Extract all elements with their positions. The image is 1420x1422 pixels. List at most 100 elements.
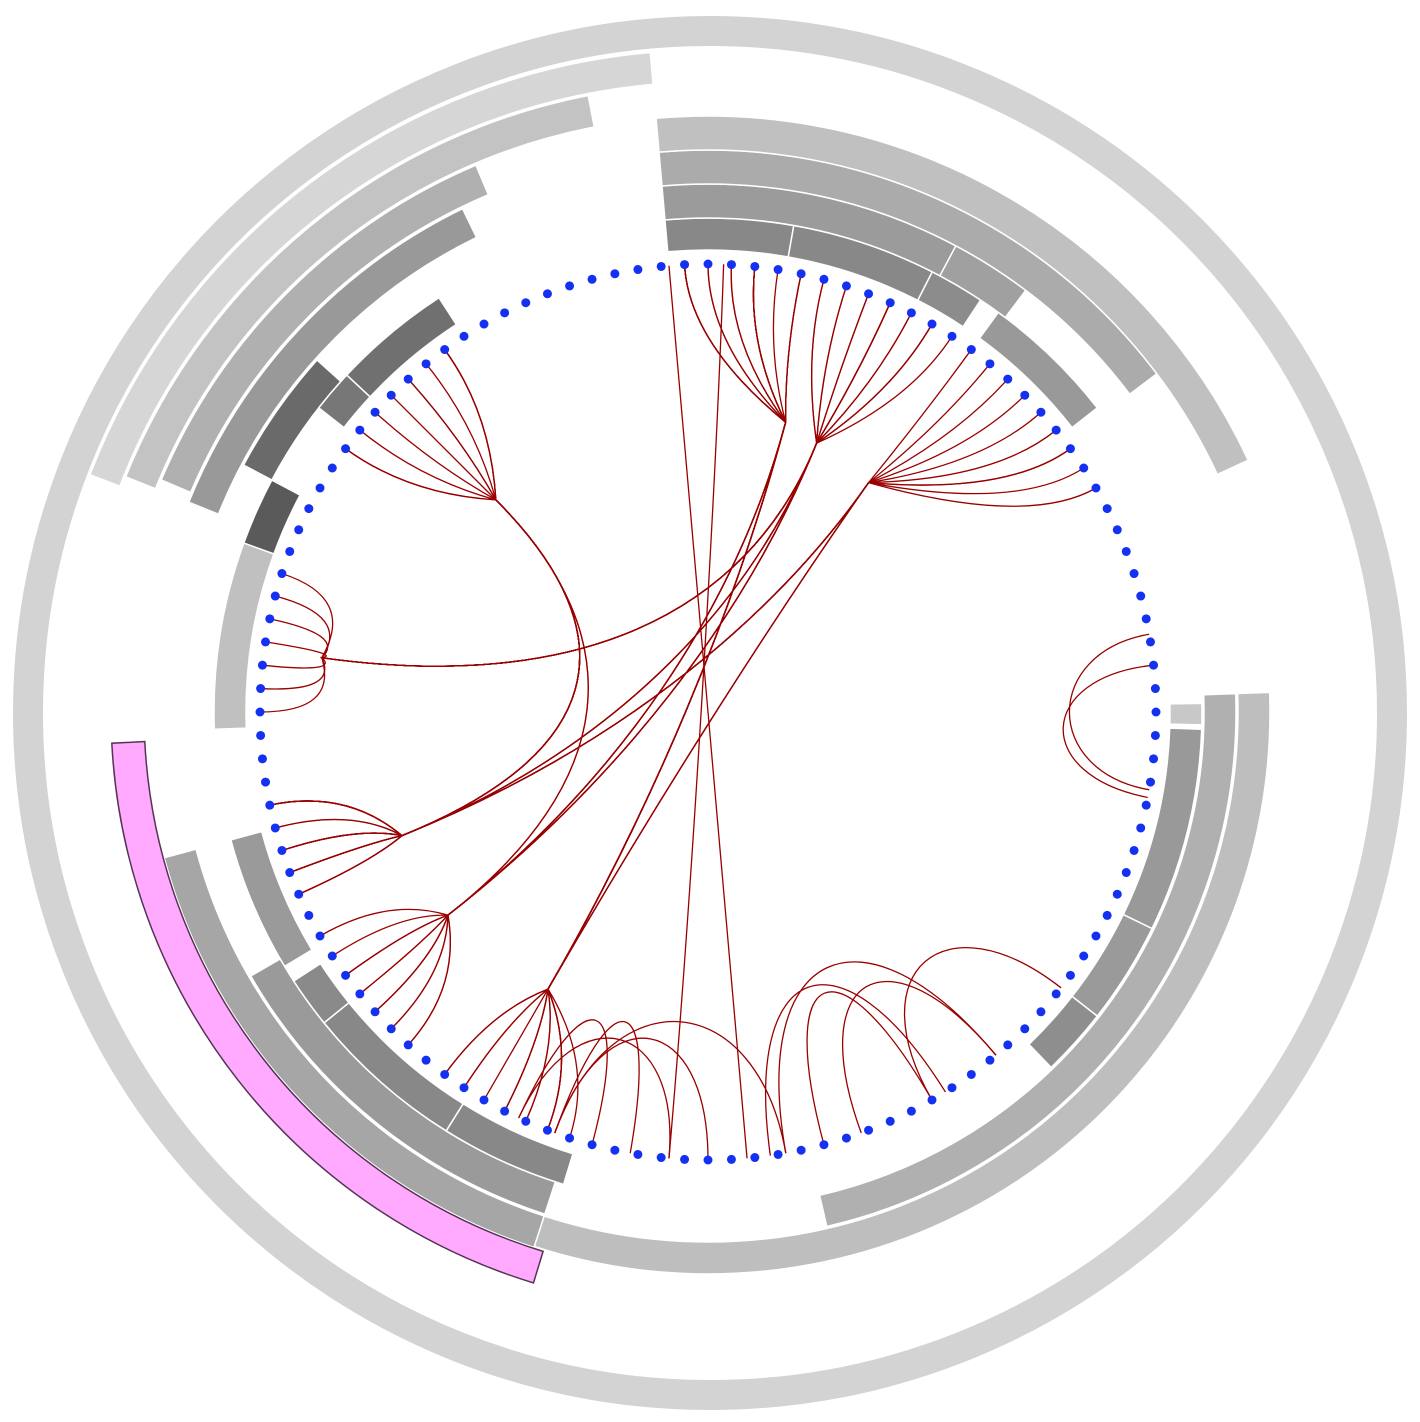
edge (444, 269, 787, 1075)
node (1150, 684, 1160, 694)
edge (289, 429, 581, 874)
node (1051, 425, 1061, 435)
outer-ring (13, 16, 1407, 1410)
node (255, 707, 265, 717)
arc-band (818, 692, 1237, 1228)
node (656, 1153, 666, 1163)
node (440, 345, 450, 355)
arc-band (323, 1001, 465, 1132)
node (966, 345, 976, 355)
arc-band (89, 51, 654, 488)
edge (765, 984, 946, 1156)
node (370, 407, 380, 417)
edge (546, 264, 787, 1131)
node (1020, 1024, 1030, 1034)
edge (260, 293, 870, 690)
node (1003, 374, 1013, 384)
node (1036, 407, 1046, 417)
node (261, 637, 271, 647)
node (1121, 868, 1131, 878)
edge (374, 273, 802, 1013)
node (315, 483, 325, 493)
node (773, 265, 783, 275)
node (386, 1024, 396, 1034)
edge (668, 265, 748, 1159)
node (265, 800, 275, 810)
node (421, 1055, 431, 1065)
node (270, 591, 280, 601)
edge (289, 349, 581, 874)
node (587, 1140, 597, 1150)
node (656, 261, 666, 271)
node (285, 546, 295, 556)
node (500, 308, 510, 318)
node (304, 910, 314, 920)
node (479, 1095, 489, 1105)
edge (269, 448, 581, 837)
edge (289, 411, 1042, 874)
arc-band (187, 207, 478, 516)
node (885, 298, 895, 308)
node (985, 359, 995, 369)
node (841, 1133, 851, 1143)
arc-band (533, 691, 1271, 1275)
node (459, 1083, 469, 1093)
node (500, 1106, 510, 1116)
node (257, 660, 267, 670)
edge (842, 980, 997, 1134)
edge (518, 1037, 671, 1159)
edge (504, 264, 787, 1112)
node (270, 823, 280, 833)
edge (275, 285, 848, 667)
edge (289, 378, 581, 874)
edge (504, 263, 787, 1112)
edge (275, 378, 581, 837)
node (565, 1133, 575, 1143)
edge (463, 273, 802, 1089)
node (315, 931, 325, 941)
edge (778, 961, 997, 1154)
edge (1068, 633, 1150, 791)
node (587, 274, 597, 284)
node (355, 989, 365, 999)
node (403, 1040, 413, 1050)
node (773, 1149, 783, 1159)
edges (259, 263, 1154, 1161)
node (256, 730, 266, 740)
node (796, 269, 806, 279)
edge (904, 947, 1062, 1101)
node (1091, 931, 1101, 941)
edge (546, 349, 972, 1131)
edge (289, 467, 1085, 874)
arc-band (1027, 995, 1099, 1069)
node (927, 1095, 937, 1105)
edge (281, 349, 581, 852)
node (1150, 730, 1160, 740)
node (257, 754, 267, 764)
node (277, 569, 287, 579)
edge (1062, 664, 1154, 799)
node (703, 259, 713, 269)
edge (275, 448, 1071, 837)
node (864, 289, 874, 299)
node (479, 319, 489, 329)
node (327, 463, 337, 473)
edge (390, 285, 848, 1030)
node (1102, 910, 1112, 920)
node (565, 281, 575, 291)
node (355, 425, 365, 435)
edge (806, 991, 933, 1145)
node (285, 868, 295, 878)
node (341, 970, 351, 980)
node (1145, 777, 1155, 787)
node (927, 319, 937, 329)
node (1149, 754, 1159, 764)
node (521, 298, 531, 308)
node (966, 1069, 976, 1079)
edge (281, 279, 825, 667)
edge (390, 266, 787, 1030)
arc-band (213, 542, 275, 731)
node (1036, 1007, 1046, 1017)
arc-band (160, 164, 490, 494)
